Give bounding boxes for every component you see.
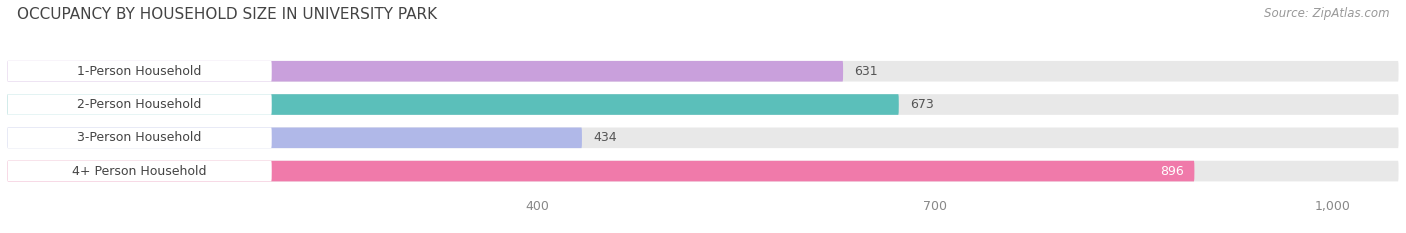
FancyBboxPatch shape <box>7 161 1399 182</box>
FancyBboxPatch shape <box>7 61 844 82</box>
Text: 4+ Person Household: 4+ Person Household <box>72 164 207 178</box>
Text: 896: 896 <box>1160 164 1184 178</box>
FancyBboxPatch shape <box>7 161 271 182</box>
FancyBboxPatch shape <box>7 161 1195 182</box>
Text: Source: ZipAtlas.com: Source: ZipAtlas.com <box>1264 7 1389 20</box>
Text: OCCUPANCY BY HOUSEHOLD SIZE IN UNIVERSITY PARK: OCCUPANCY BY HOUSEHOLD SIZE IN UNIVERSIT… <box>17 7 437 22</box>
FancyBboxPatch shape <box>7 127 271 148</box>
FancyBboxPatch shape <box>7 94 271 115</box>
Text: 631: 631 <box>853 65 877 78</box>
FancyBboxPatch shape <box>7 94 898 115</box>
FancyBboxPatch shape <box>7 61 1399 82</box>
Text: 1-Person Household: 1-Person Household <box>77 65 202 78</box>
Text: 434: 434 <box>593 131 617 144</box>
Text: 3-Person Household: 3-Person Household <box>77 131 202 144</box>
FancyBboxPatch shape <box>7 127 1399 148</box>
Text: 2-Person Household: 2-Person Household <box>77 98 202 111</box>
FancyBboxPatch shape <box>7 61 271 82</box>
FancyBboxPatch shape <box>7 94 1399 115</box>
Text: 673: 673 <box>910 98 934 111</box>
FancyBboxPatch shape <box>7 127 582 148</box>
